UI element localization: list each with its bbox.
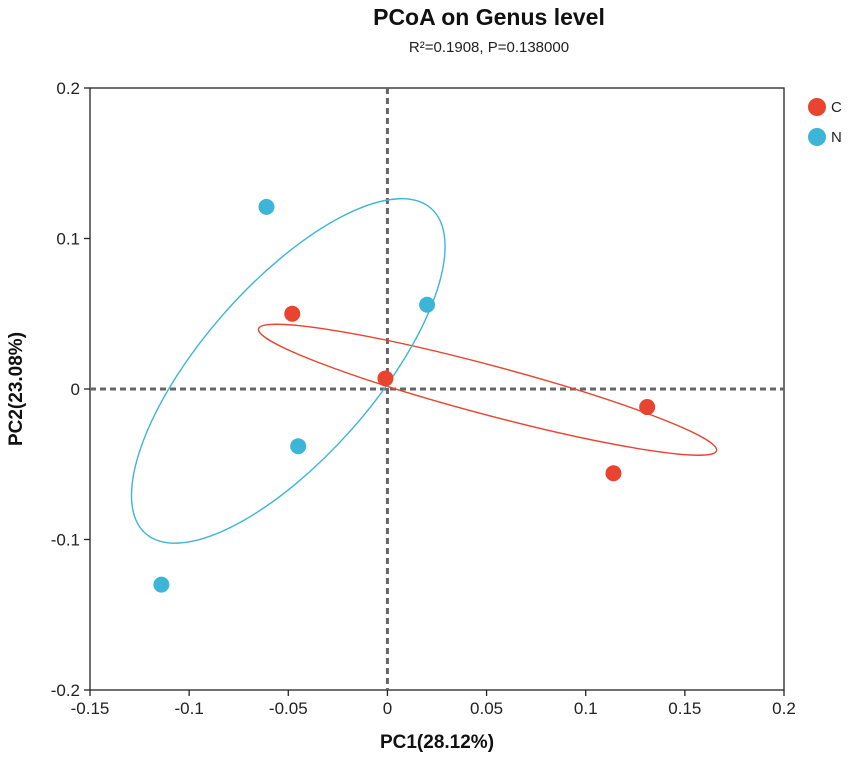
y-tick-label: 0.1 (56, 230, 80, 249)
y-tick-label: 0.2 (56, 79, 80, 98)
data-point-c (284, 305, 301, 322)
x-tick-label: -0.15 (71, 699, 110, 718)
data-point-c (377, 370, 394, 387)
confidence-ellipse-c (257, 323, 718, 456)
x-tick-label: 0.1 (574, 699, 598, 718)
chart-title: PCoA on Genus level (373, 4, 605, 30)
legend-marker-n (808, 128, 826, 146)
confidence-ellipses (130, 198, 718, 544)
data-points (153, 198, 656, 593)
legend-label-c: C (831, 99, 842, 116)
data-point-c (639, 399, 656, 416)
y-tick-label: -0.2 (51, 681, 80, 700)
confidence-ellipse-n (130, 198, 446, 544)
y-tick-label: 0 (71, 380, 80, 399)
x-tick-label: 0.2 (772, 699, 796, 718)
y-axis-title: PC2(23.08%) (6, 332, 27, 446)
data-point-c (605, 465, 622, 482)
x-axis: -0.15 -0.1 -0.05 0 0.05 0.1 0.15 0.2 (71, 690, 796, 718)
legend: CN (808, 98, 842, 146)
data-point-n (419, 296, 436, 313)
x-tick-label: 0 (383, 699, 392, 718)
x-tick-label: -0.1 (174, 699, 203, 718)
x-tick-label: 0.05 (470, 699, 503, 718)
data-point-n (258, 198, 275, 215)
x-axis-title: PC1(28.12%) (380, 732, 494, 753)
x-tick-label: -0.05 (269, 699, 308, 718)
y-axis: -0.2 -0.1 0 0.1 0.2 (51, 79, 90, 700)
legend-marker-c (808, 98, 826, 116)
x-tick-label: 0.15 (668, 699, 701, 718)
y-tick-label: -0.1 (51, 531, 80, 550)
plot-area (89, 87, 785, 691)
chart-subtitle: R²=0.1908, P=0.138000 (409, 39, 569, 56)
legend-label-n: N (831, 129, 842, 146)
data-point-n (153, 576, 170, 593)
data-point-n (290, 438, 307, 455)
